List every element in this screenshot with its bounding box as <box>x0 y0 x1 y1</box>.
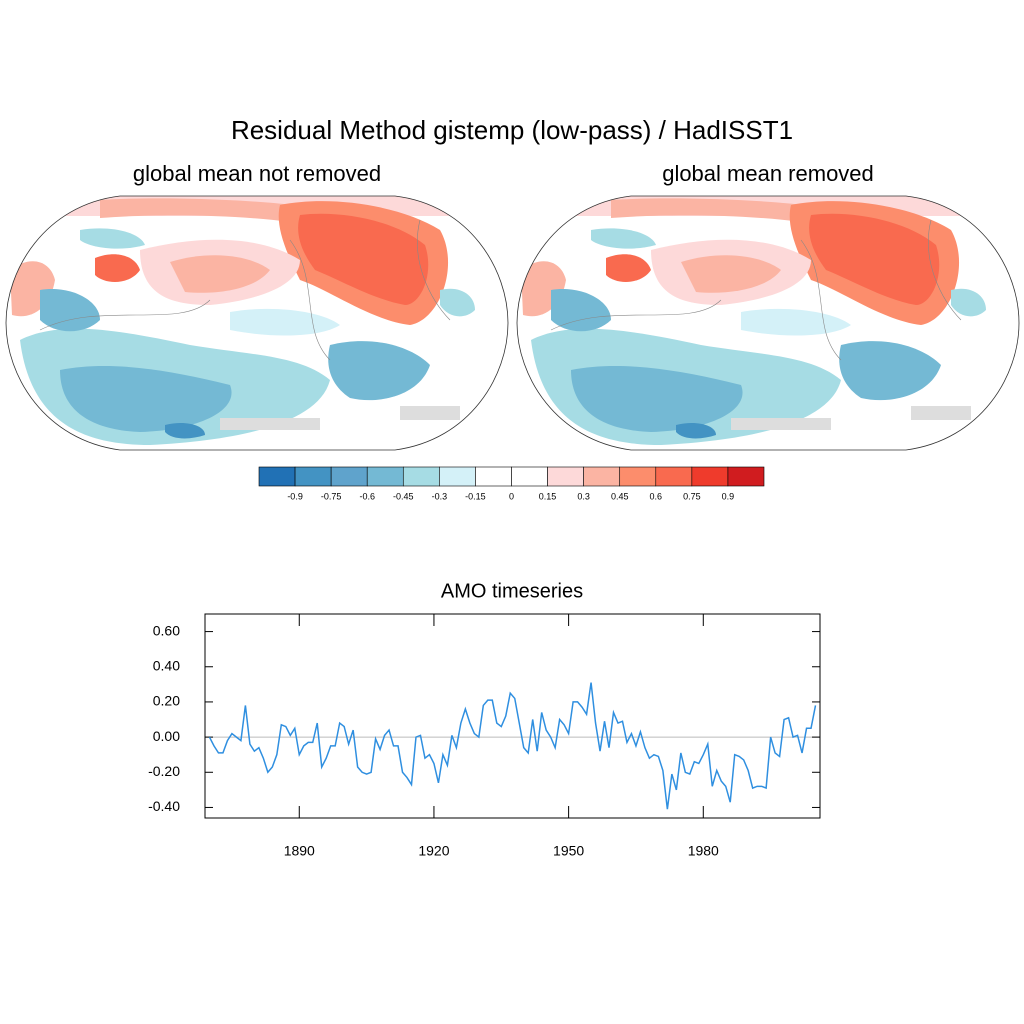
colorbar-box <box>366 466 404 487</box>
colorbar-label: -0.6 <box>359 491 375 501</box>
colorbar-box <box>330 466 368 487</box>
colorbar-box <box>439 466 476 487</box>
y-tick-label: 0.60 <box>153 622 180 638</box>
figure-title: Residual Method gistemp (low-pass) / Had… <box>231 115 793 145</box>
colorbar-box <box>511 466 548 487</box>
colorbar-label: -0.3 <box>432 491 448 501</box>
colorbar-box <box>691 466 729 487</box>
colorbar-box <box>402 466 440 487</box>
colorbar-box <box>475 466 512 487</box>
y-tick-label: 0.40 <box>153 657 180 673</box>
colorbar: -0.9 -0.75 -0.6 -0.45 -0.3 -0.15 0 0.15 0.3 0.45 0… <box>258 466 765 501</box>
x-tick-label: 1920 <box>418 843 449 859</box>
plot-frame <box>204 613 821 819</box>
colorbar-box <box>547 466 584 487</box>
y-tick-label: 0.00 <box>153 728 180 744</box>
map <box>5 195 509 451</box>
map-title: global mean not removed <box>133 161 381 186</box>
colorbar-label: -0.9 <box>287 491 303 501</box>
chart-title: AMO timeseries <box>441 580 583 602</box>
map <box>511 190 1024 460</box>
x-tick-label: 1890 <box>284 843 315 859</box>
colorbar-box <box>727 466 765 487</box>
line-chart: AMO timeseries -0.40 -0.20 0.00 0.20 0.40 0.6… <box>148 580 821 859</box>
colorbar-label: -0.75 <box>321 491 342 501</box>
colorbar-label: 0.45 <box>611 491 629 501</box>
colorbar-label: 0 <box>509 491 514 501</box>
map-title: global mean removed <box>662 161 874 186</box>
colorbar-label: -0.15 <box>465 491 486 501</box>
colorbar-box <box>294 466 332 487</box>
colorbar-label: 0.6 <box>650 491 663 501</box>
x-tick-label: 1980 <box>688 843 719 859</box>
colorbar-box <box>619 466 657 487</box>
colorbar-box <box>655 466 693 487</box>
y-tick-label: -0.20 <box>148 763 180 779</box>
series-line <box>208 682 817 810</box>
y-tick-label: 0.20 <box>153 693 180 709</box>
colorbar-label: 0.9 <box>722 491 735 501</box>
colorbar-box <box>258 466 296 487</box>
colorbar-box <box>583 466 621 487</box>
y-tick-label: -0.40 <box>148 798 180 814</box>
colorbar-label: 0.15 <box>539 491 557 501</box>
colorbar-label: 0.75 <box>683 491 701 501</box>
x-tick-label: 1950 <box>553 843 584 859</box>
colorbar-label: -0.45 <box>393 491 414 501</box>
colorbar-label: 0.3 <box>577 491 590 501</box>
